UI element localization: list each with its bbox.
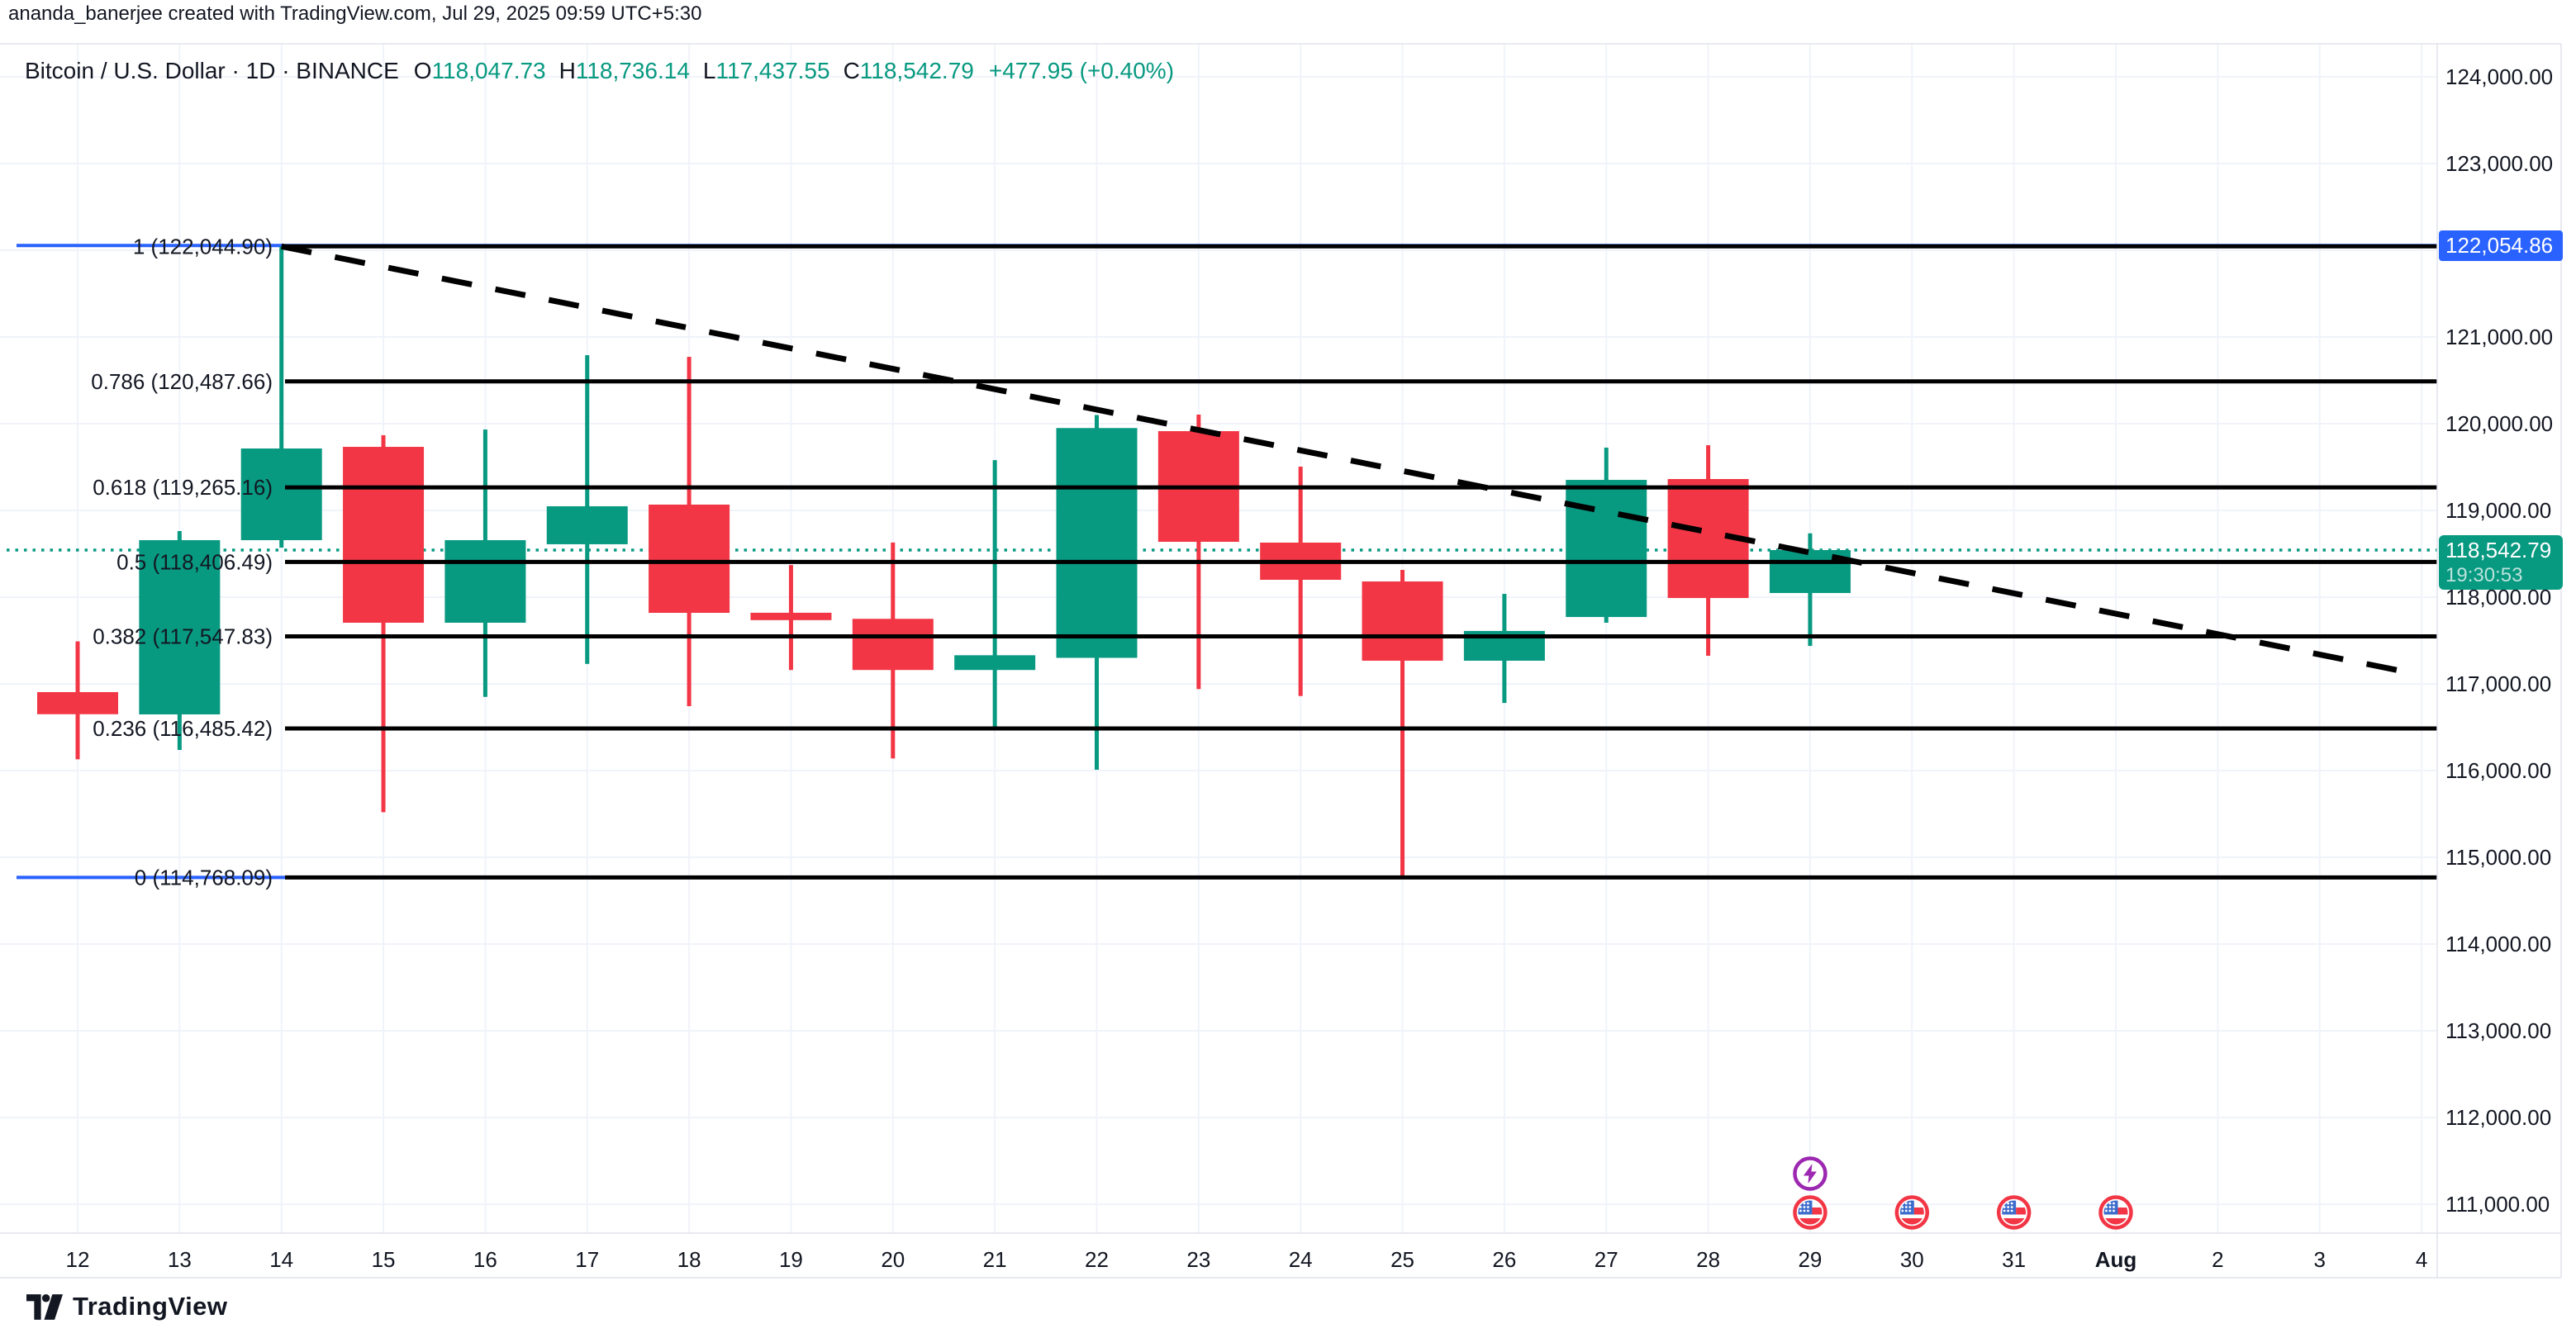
price-axis-label: 121,000.00 [2445,325,2554,349]
time-axis-label-13: 13 [167,1247,192,1272]
us-flag-event-icon[interactable] [1894,1195,1930,1230]
time-axis-label-22: 22 [1085,1247,1109,1272]
candle-20[interactable] [852,542,934,759]
price-axis-label: 114,000.00 [2445,932,2552,956]
fib-label-1: 1 (122,044.90) [133,234,273,259]
candle-27[interactable] [1566,447,1647,623]
bar-countdown: 19:30:53 [2445,564,2523,586]
price-axis-label: 115,000.00 [2445,845,2552,870]
candle-23[interactable] [1157,414,1239,690]
time-axis-label-17: 17 [575,1247,600,1272]
time-axis-label-4: 4 [2415,1247,2428,1272]
fib-label-0.618: 0.618 (119,265.16) [93,475,273,500]
us-flag-event-icon[interactable] [2098,1195,2133,1230]
price-axis-label: 111,000.00 [2445,1192,2550,1217]
price-axis-label: 120,000.00 [2445,411,2554,436]
ohlc-low: L117,437.55 [702,58,830,83]
price-axis-label: 113,000.00 [2445,1018,2552,1043]
time-axis-label-24: 24 [1288,1247,1313,1272]
tradingview-brand[interactable]: TradingView [26,1292,228,1321]
pane-borders [0,43,2562,1279]
candle-22[interactable] [1056,415,1138,770]
candle-14[interactable] [240,246,322,548]
price-axis-label: 123,000.00 [2445,151,2554,176]
symbol-title[interactable]: Bitcoin / U.S. Dollar · 1D · BINANCE [25,58,399,83]
price-axis-label: 124,000.00 [2445,64,2554,89]
candle-28[interactable] [1667,445,1749,656]
fib-label-0.786: 0.786 (120,487.66) [91,369,273,394]
time-axis-label-28: 28 [1696,1247,1721,1272]
ohlc-readout: O118,047.73 H118,736.14 L117,437.55 C118… [414,58,974,84]
us-flag-event-icon[interactable] [1793,1195,1827,1230]
time-axis-label-2: 2 [2212,1247,2224,1272]
time-axis-label-15: 15 [371,1247,396,1272]
time-axis-label-3: 3 [2313,1247,2326,1272]
ohlc-close: C118,542.79 [843,58,974,83]
candle-15[interactable] [343,434,425,813]
price-axis-label: 112,000.00 [2445,1105,2552,1130]
candle-12[interactable] [37,641,118,760]
time-axis-label-25: 25 [1390,1247,1415,1272]
candle-29[interactable] [1769,533,1851,647]
lightning-event-icon[interactable] [1793,1156,1827,1191]
time-axis-label-26: 26 [1492,1247,1517,1272]
grid-layer [0,44,2437,1233]
last-price-value: 118,542.79 [2445,538,2552,562]
price-change: +477.95 (+0.40%) [988,58,1175,83]
ohlc-high: H118,736.14 [558,58,690,83]
fib-label-0.382: 0.382 (117,547.83) [93,624,273,648]
event-icons[interactable] [1793,1156,2133,1230]
ohlc-open: O118,047.73 [413,58,546,83]
fib-label-0: 0 (114,768.09) [135,865,273,890]
last-price-badge: 118,542.79 19:30:53 [2439,535,2563,590]
candle-19[interactable] [750,565,832,671]
time-axis-label-29: 29 [1798,1247,1823,1272]
time-axis-label-20: 20 [881,1247,905,1272]
fib-retracement[interactable]: 1 (122,044.90) 0.786 (120,487.66) 0.618 (1… [91,234,2437,890]
candle-18[interactable] [649,357,730,706]
time-axis-label-30: 30 [1899,1247,1924,1272]
candle-13[interactable] [139,530,221,751]
trendline-dashed[interactable] [281,243,2403,674]
time-axis-label-Aug: Aug [2094,1247,2137,1272]
fib-label-0.5: 0.5 (118,406.49) [116,549,273,574]
candle-21[interactable] [954,460,1036,730]
time-axis-label-18: 18 [677,1247,701,1272]
symbol-header: Bitcoin / U.S. Dollar · 1D · BINANCE O11… [25,58,1174,84]
high-line-price-badge: 122,054.86 [2439,230,2563,261]
time-axis-label-14: 14 [269,1247,294,1272]
price-axis-label: 119,000.00 [2445,498,2552,523]
time-axis-label-23: 23 [1186,1247,1211,1272]
time-axis-label-31: 31 [2002,1247,2027,1272]
time-axis-label-19: 19 [778,1247,803,1272]
time-axis-label-16: 16 [473,1247,497,1272]
attribution-text: ananda_banerjee created with TradingView… [8,2,702,25]
time-axis-label-12: 12 [65,1247,90,1272]
candle-17[interactable] [546,355,628,664]
candle-26[interactable] [1463,594,1545,704]
time-axis-label-27: 27 [1594,1247,1618,1272]
fib-label-0.236: 0.236 (116,485.42) [93,716,273,741]
tradingview-logo-icon [26,1293,63,1320]
candle-24[interactable] [1260,466,1342,696]
candle-25[interactable] [1362,570,1443,878]
us-flag-event-icon[interactable] [1996,1195,2032,1230]
brand-text: TradingView [73,1292,228,1321]
price-axis-label: 116,000.00 [2445,758,2552,783]
time-axis-label-21: 21 [982,1247,1007,1272]
price-axis-label: 117,000.00 [2445,671,2552,696]
